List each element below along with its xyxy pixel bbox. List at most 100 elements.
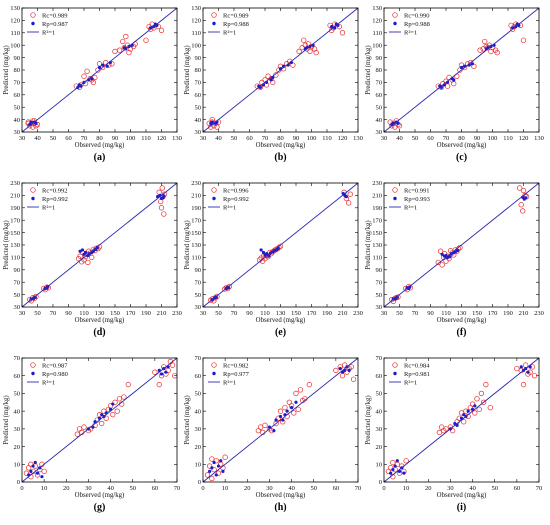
x-tick-label: 70 <box>412 310 419 317</box>
x-tick-label: 50 <box>310 485 317 492</box>
x-tick-label: 30 <box>447 485 454 492</box>
calibration-point <box>458 410 465 416</box>
prediction-point <box>261 250 266 255</box>
x-tick-label: 60 <box>333 485 340 492</box>
calibration-point <box>222 454 228 460</box>
legend-open-circle-icon <box>211 362 217 368</box>
y-tick-label: 80 <box>195 67 202 74</box>
legend-label: Rp=0.992 <box>42 196 68 203</box>
x-axis-label: Observed (mg/kg) <box>437 492 487 499</box>
prediction-point <box>208 469 212 473</box>
calibration-point <box>516 185 523 191</box>
calibration-point <box>158 198 164 205</box>
y-tick-label: 210 <box>10 193 20 200</box>
calibration-point <box>282 404 288 411</box>
x-tick-label: 80 <box>96 135 103 142</box>
calibration-point <box>531 373 538 379</box>
y-tick-label: 100 <box>372 42 382 49</box>
reference-line <box>22 358 177 482</box>
calibration-point <box>116 396 123 402</box>
prediction-point <box>90 77 94 81</box>
prediction-point <box>219 459 223 463</box>
x-tick-label: 70 <box>355 485 362 492</box>
x-tick-label: 70 <box>174 485 181 492</box>
plot-frame <box>21 357 178 483</box>
calibration-point <box>123 33 129 40</box>
prediction-point <box>466 409 470 413</box>
x-tick-label: 130 <box>457 310 467 317</box>
reference-line <box>22 183 177 307</box>
x-tick-label: 60 <box>514 485 521 492</box>
y-tick-label: 210 <box>372 193 382 200</box>
y-tick-label: 50 <box>14 391 21 398</box>
prediction-point <box>212 460 216 465</box>
prediction-point <box>395 459 399 463</box>
legend-label: Rp=0.988 <box>404 21 430 28</box>
chart-panel-a: 30 40 50 60 70 80 90 100 110 120 130 30 40 50 60 70 80 90… <box>3 5 182 163</box>
x-tick-label: 0 <box>382 485 385 492</box>
prediction-point <box>440 252 444 256</box>
prediction-point <box>402 471 406 475</box>
x-tick-label: 130 <box>276 310 286 317</box>
y-tick-label: 110 <box>372 255 382 262</box>
prediction-point <box>344 195 348 199</box>
calibration-point <box>520 187 527 194</box>
y-tick-label: 0 <box>379 479 382 486</box>
y-tick-label: 210 <box>191 193 201 200</box>
x-axis-label: Observed (mg/kg) <box>256 317 306 324</box>
calibration-point <box>346 200 352 206</box>
calibration-point <box>114 408 120 414</box>
calibration-point <box>121 394 127 400</box>
calibration-point <box>443 258 449 264</box>
x-tick-label: 50 <box>412 135 419 142</box>
legend-label: Rp=0.981 <box>404 371 430 378</box>
y-tick-label: 30 <box>14 304 21 311</box>
y-tick-label: 60 <box>195 373 202 380</box>
calibration-point <box>99 420 105 427</box>
calibration-point <box>307 48 313 55</box>
calibration-point <box>85 259 91 266</box>
legend-filled-dot-icon <box>212 21 216 26</box>
y-tick-label: 30 <box>195 426 202 433</box>
y-tick-label: 70 <box>14 355 21 362</box>
y-tick-label: 130 <box>372 5 382 12</box>
calibration-point <box>297 387 304 393</box>
y-tick-label: 130 <box>191 242 201 249</box>
plot-area <box>384 183 539 307</box>
y-axis-label: Predicted (mg/kg) <box>365 220 372 269</box>
calibration-point <box>403 458 409 464</box>
calibration-point <box>482 38 488 45</box>
x-tick-label: 30 <box>85 485 92 492</box>
x-tick-label: 170 <box>488 310 498 317</box>
y-tick-label: 30 <box>195 129 202 136</box>
prediction-point <box>162 194 166 198</box>
y-tick-label: 190 <box>10 205 20 212</box>
calibration-point <box>469 401 476 407</box>
prediction-point <box>221 469 225 473</box>
calibration-point <box>439 262 445 268</box>
x-tick-label: 110 <box>260 310 270 317</box>
x-tick-label: 110 <box>141 135 151 142</box>
plot-frame <box>202 7 359 133</box>
calibration-point <box>158 205 165 211</box>
x-tick-label: 230 <box>172 310 182 317</box>
reference-line <box>203 358 358 482</box>
prediction-point <box>105 64 109 68</box>
x-tick-label: 50 <box>491 485 498 492</box>
y-tick-label: 130 <box>191 5 201 12</box>
calibration-point <box>291 410 297 416</box>
x-tick-label: 50 <box>129 485 136 492</box>
calibration-point <box>520 37 527 43</box>
plot-frame <box>21 182 178 308</box>
y-tick-label: 90 <box>14 55 21 62</box>
calibration-point <box>449 427 456 434</box>
y-tick-label: 90 <box>376 55 383 62</box>
y-tick-label: 40 <box>376 408 383 415</box>
x-tick-label: 130 <box>534 135 544 142</box>
y-tick-label: 50 <box>195 104 202 111</box>
x-tick-label: 10 <box>403 485 410 492</box>
calibration-point <box>257 424 264 430</box>
